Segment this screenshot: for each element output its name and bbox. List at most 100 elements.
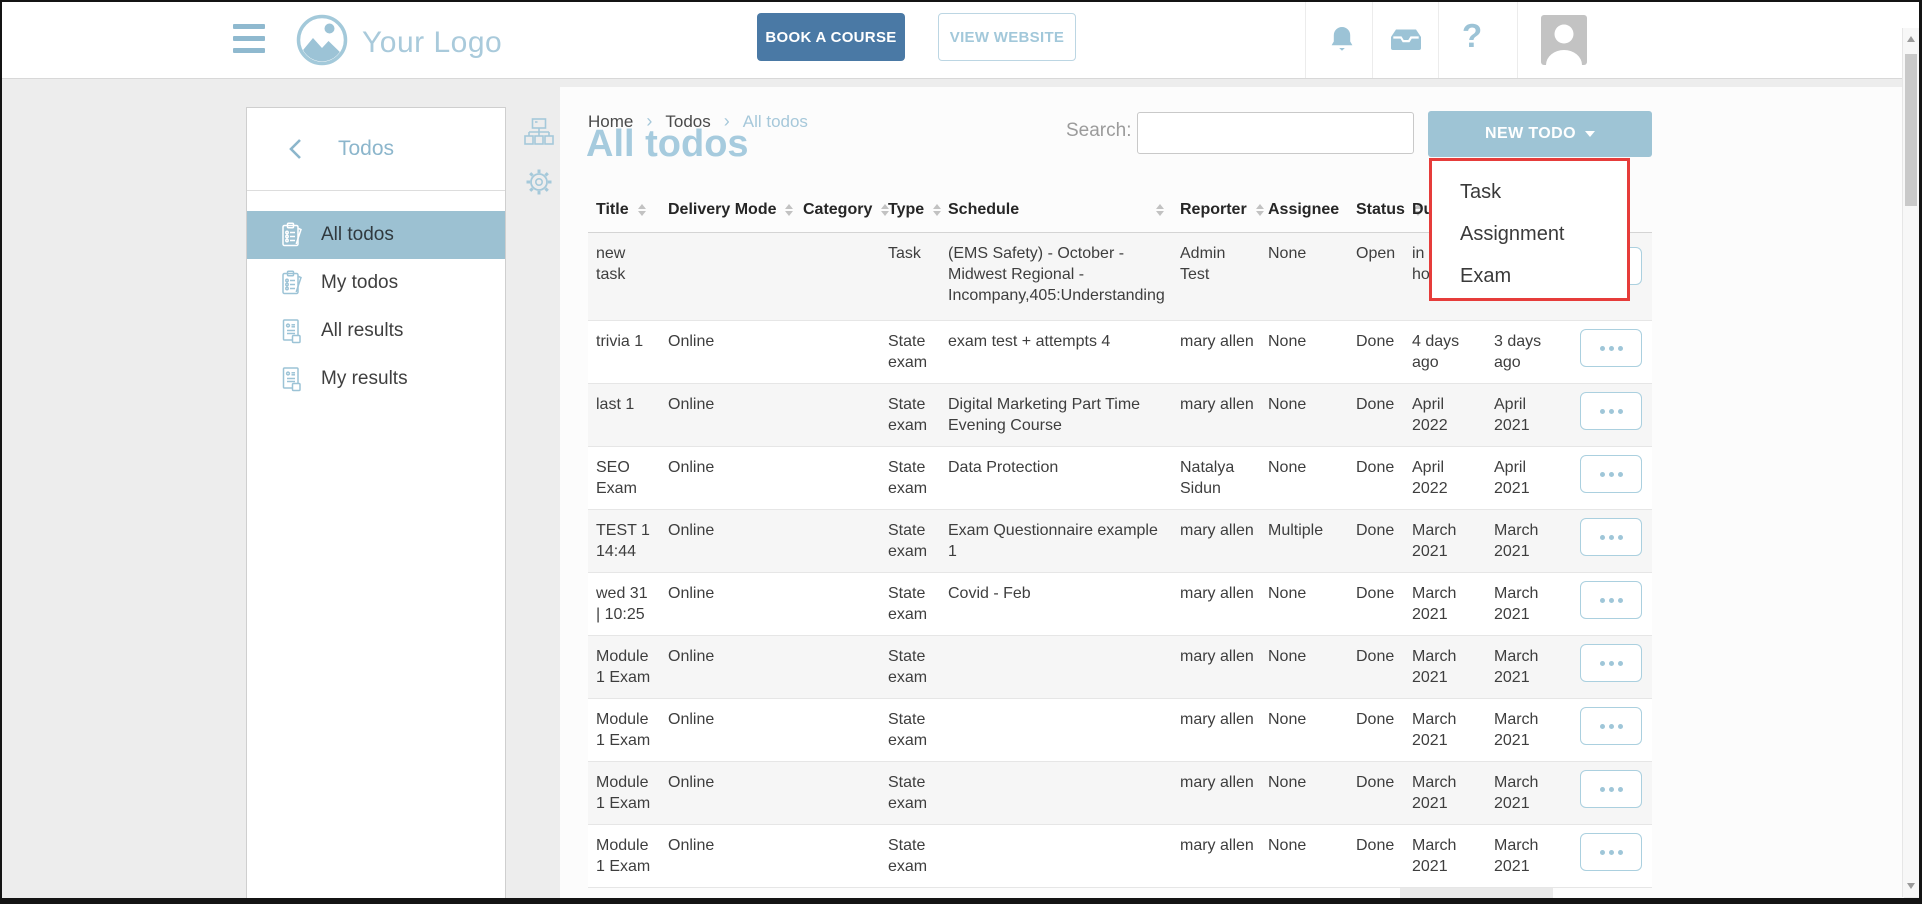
sidebar-item-my-todos[interactable]: My todos	[247, 259, 505, 307]
new-todo-menu: TaskAssignmentExam	[1429, 158, 1630, 301]
cell-delivery-mode: Online	[660, 321, 795, 383]
cell-title: Module 1 Exam	[588, 825, 660, 887]
column-header-delivery-mode[interactable]: Delivery Mode	[660, 201, 795, 219]
table-row: Module 1 ExamOnlineState exammary allenN…	[588, 636, 1652, 699]
ellipsis-icon	[1600, 598, 1605, 603]
cell-status: Done	[1348, 321, 1404, 383]
new-todo-menu-item-task[interactable]: Task	[1432, 171, 1627, 213]
cell-due: April 2022	[1404, 384, 1486, 446]
cell-status: Done	[1348, 825, 1404, 887]
new-todo-menu-item-assignment[interactable]: Assignment	[1432, 213, 1627, 255]
scroll-down-arrow-icon[interactable]	[1907, 883, 1915, 889]
cell-due: 4 days ago	[1404, 321, 1486, 383]
column-header-label: Status	[1356, 201, 1405, 219]
results-document-icon	[280, 318, 304, 344]
column-header-label: Reporter	[1180, 201, 1247, 219]
cell-category	[795, 825, 880, 887]
row-actions-button[interactable]	[1580, 329, 1642, 367]
row-actions-button[interactable]	[1580, 581, 1642, 619]
row-actions-button[interactable]	[1580, 518, 1642, 556]
cell-category	[795, 384, 880, 446]
row-actions-button[interactable]	[1580, 833, 1642, 871]
new-todo-button[interactable]: NEW TODO	[1428, 111, 1652, 157]
scroll-up-arrow-icon[interactable]	[1907, 36, 1915, 42]
ellipsis-icon	[1600, 346, 1605, 351]
cell-assignee: None	[1260, 447, 1348, 509]
cell-assignee: None	[1260, 384, 1348, 446]
table-row: last 1OnlineState examDigital Marketing …	[588, 384, 1652, 447]
cell-status: Done	[1348, 384, 1404, 446]
top-bar: Your Logo BOOK A COURSE VIEW WEBSITE ?	[0, 0, 1922, 79]
cell-extra: March 2021	[1486, 510, 1570, 572]
book-a-course-button[interactable]: BOOK A COURSE	[757, 13, 905, 61]
column-header-reporter[interactable]: Reporter	[1172, 201, 1260, 219]
sidebar-item-all-todos[interactable]: All todos	[247, 211, 505, 259]
cell-assignee: None	[1260, 636, 1348, 698]
cell-schedule: Digital Marketing Part Time Evening Cour…	[940, 384, 1172, 446]
cell-delivery-mode	[660, 233, 795, 320]
ellipsis-icon	[1600, 661, 1605, 666]
sidebar-header: Todos	[247, 108, 505, 191]
cell-extra: 3 days ago	[1486, 321, 1570, 383]
cell-due: April 2022	[1404, 447, 1486, 509]
horizontal-scrollbar-thumb[interactable]	[1400, 888, 1553, 899]
cell-type: State exam	[880, 321, 940, 383]
new-todo-menu-item-exam[interactable]: Exam	[1432, 255, 1627, 297]
logo-image-icon	[296, 14, 348, 71]
sort-arrows-icon	[785, 204, 793, 216]
column-header-category[interactable]: Category	[795, 201, 880, 219]
inbox-tray-icon[interactable]	[1390, 28, 1422, 51]
hierarchy-sitemap-icon[interactable]	[524, 118, 554, 146]
cell-assignee: None	[1260, 825, 1348, 887]
column-header-status[interactable]: Status	[1348, 201, 1404, 219]
sidebar: Todos All todos My todosAll resultsMy res…	[246, 107, 506, 904]
cell-actions	[1570, 447, 1652, 509]
notifications-bell-icon[interactable]	[1329, 25, 1355, 53]
column-header-title[interactable]: Title	[588, 201, 660, 219]
hamburger-menu-icon[interactable]	[233, 24, 265, 53]
main-content: Home›Todos›All todos All todos Search: N…	[560, 87, 1904, 904]
table-row: Module 1 ExamOnlineState exammary allenN…	[588, 825, 1652, 888]
cell-delivery-mode: Online	[660, 825, 795, 887]
row-actions-button[interactable]	[1580, 644, 1642, 682]
cell-actions	[1570, 510, 1652, 572]
row-actions-button[interactable]	[1580, 455, 1642, 493]
row-actions-button[interactable]	[1580, 392, 1642, 430]
row-actions-button[interactable]	[1580, 707, 1642, 745]
app-window: Your Logo BOOK A COURSE VIEW WEBSITE ?	[0, 0, 1922, 904]
cell-type: State exam	[880, 573, 940, 635]
sidebar-item-my-results[interactable]: My results	[247, 355, 505, 403]
help-icon[interactable]: ?	[1462, 17, 1482, 55]
cell-schedule	[940, 762, 1172, 824]
search-input[interactable]	[1137, 112, 1414, 154]
cell-extra: March 2021	[1486, 636, 1570, 698]
search-label: Search:	[1066, 120, 1131, 142]
cell-status: Done	[1348, 447, 1404, 509]
ellipsis-icon	[1600, 724, 1605, 729]
cell-extra: March 2021	[1486, 699, 1570, 761]
cell-schedule: exam test + attempts 4	[940, 321, 1172, 383]
cell-delivery-mode: Online	[660, 510, 795, 572]
view-website-button[interactable]: VIEW WEBSITE	[938, 13, 1076, 61]
cell-type: Task	[880, 233, 940, 320]
back-chevron-icon[interactable]	[289, 138, 302, 160]
cell-reporter: mary allen	[1172, 762, 1260, 824]
cell-extra: April 2021	[1486, 384, 1570, 446]
sidebar-item-label: All todos	[321, 224, 394, 246]
user-avatar[interactable]	[1541, 15, 1587, 70]
cell-assignee: Multiple	[1260, 510, 1348, 572]
cell-title: new task	[588, 233, 660, 320]
column-header-schedule[interactable]: Schedule	[940, 201, 1172, 219]
row-actions-button[interactable]	[1580, 770, 1642, 808]
vertical-scrollbar[interactable]	[1902, 28, 1919, 897]
cell-due: March 2021	[1404, 825, 1486, 887]
sidebar-item-all-results[interactable]: All results	[247, 307, 505, 355]
cell-status: Done	[1348, 762, 1404, 824]
cell-reporter: mary allen	[1172, 699, 1260, 761]
settings-gear-icon[interactable]	[525, 168, 553, 196]
vertical-scrollbar-thumb[interactable]	[1905, 54, 1917, 206]
column-header-type[interactable]: Type	[880, 201, 940, 219]
cell-actions	[1570, 573, 1652, 635]
table-row: Module 1 ExamOnlineState exammary allenN…	[588, 762, 1652, 825]
table-row: TEST 1 14:44OnlineState examExam Questio…	[588, 510, 1652, 573]
